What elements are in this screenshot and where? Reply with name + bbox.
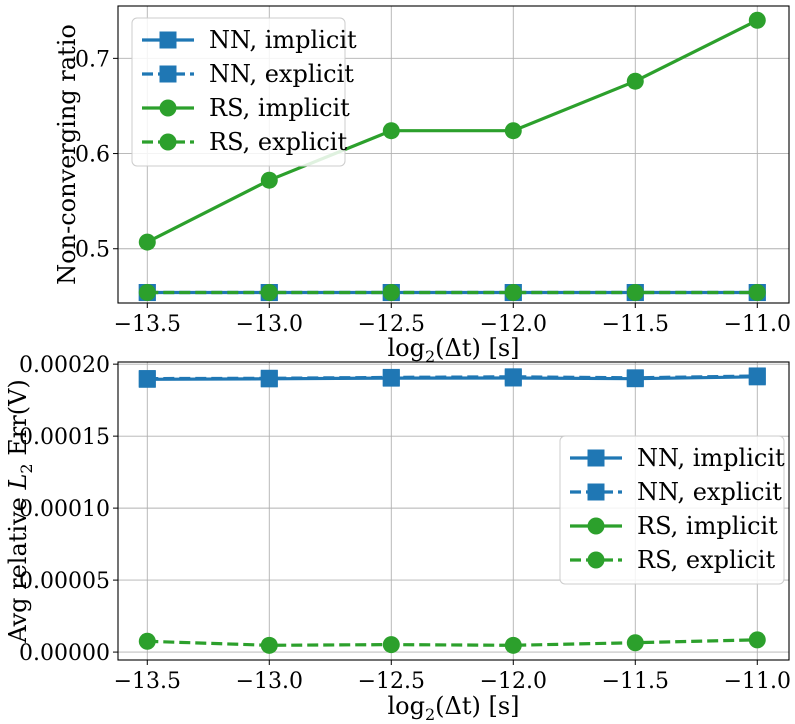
x-tick-label: −11.0 — [724, 669, 791, 694]
legend-entry: NN, explicit — [570, 478, 782, 506]
data-point — [748, 631, 766, 649]
legend-label: NN, explicit — [637, 478, 782, 506]
legend-marker — [587, 483, 605, 501]
y-axis-label: Avg relative L2 Err(V) — [4, 379, 36, 644]
series-nn-explicit — [138, 367, 766, 388]
y-tick-label: 0.00015 — [19, 425, 110, 450]
legend: NN, implicit NN, explicit RS, implicit RS, … — [559, 435, 785, 585]
x-axis-label: log2(Δt) [s] — [387, 692, 519, 724]
data-point — [382, 368, 400, 386]
legend-entry: NN, explicit — [142, 60, 354, 88]
legend-marker — [159, 31, 177, 49]
x-axis-label: log2(Δt) [s] — [387, 334, 519, 366]
data-point — [626, 369, 644, 387]
chart-panel-2: −13.5 −13.0 −12.5 −12.0 −11.5 −11.0 0.00000 0.0… — [4, 353, 791, 724]
legend-label: NN, implicit — [637, 444, 785, 472]
x-tick-label: −13.5 — [114, 312, 181, 337]
y-tick-label: 0.5 — [75, 238, 110, 263]
data-point — [260, 636, 278, 654]
y-tick-label: 0.00000 — [19, 641, 110, 666]
legend-entry: RS, implicit — [570, 512, 778, 540]
legend-marker — [587, 517, 605, 535]
x-tick-label: −11.5 — [602, 669, 669, 694]
y-tick-label: 0.7 — [75, 47, 110, 72]
data-point — [504, 368, 522, 386]
x-tick-label: −12.0 — [480, 669, 547, 694]
y-tick-label: 0.00005 — [19, 569, 110, 594]
axes-frame — [117, 5, 790, 304]
x-tick-label: −13.0 — [236, 669, 303, 694]
data-point — [260, 369, 278, 387]
data-point — [748, 367, 766, 385]
series-rs-implicit — [138, 11, 766, 251]
x-tick-label: −11.5 — [602, 312, 669, 337]
legend-marker — [587, 449, 605, 467]
data-point — [748, 284, 766, 302]
legend-entry: NN, implicit — [570, 444, 785, 472]
legend-label: NN, explicit — [209, 60, 354, 88]
legend: NN, implicit NN, explicit RS, implicit RS, … — [131, 17, 357, 167]
legend-box — [131, 17, 346, 167]
x-tick-label: −11.0 — [724, 312, 791, 337]
legend-entry: RS, explicit — [142, 128, 347, 156]
data-point — [138, 233, 156, 251]
data-point — [626, 634, 644, 652]
series-line — [147, 374, 758, 381]
x-tick-label: −12.5 — [358, 669, 425, 694]
legend-label: RS, explicit — [209, 128, 347, 156]
legend-label: RS, explicit — [637, 546, 775, 574]
legend-label: RS, implicit — [637, 512, 778, 540]
legend-entry: RS, explicit — [570, 546, 775, 574]
series-rs-explicit — [138, 284, 766, 302]
x-tick-label: −12.5 — [358, 312, 425, 337]
x-tick-label: −13.5 — [114, 669, 181, 694]
series-rs-explicit — [138, 631, 766, 654]
data-point — [748, 11, 766, 29]
x-tick-label: −13.0 — [236, 312, 303, 337]
y-tick-label: 0.00010 — [19, 497, 110, 522]
axes-frame — [117, 361, 790, 661]
y-tick-label: 0.6 — [75, 143, 110, 168]
y-axis-label: Non-converging ratio — [53, 24, 81, 285]
data-point — [382, 284, 400, 302]
data-point — [504, 284, 522, 302]
series-line — [146, 18, 759, 244]
data-point — [138, 370, 156, 388]
legend-label: RS, implicit — [209, 94, 350, 122]
legend-box — [559, 435, 785, 585]
x-tick-label: −12.0 — [480, 312, 547, 337]
data-point — [504, 122, 522, 140]
legend-entry: NN, implicit — [142, 26, 357, 54]
series-line — [147, 638, 758, 647]
chart-panel-1: −13.5 −13.0 −12.5 −12.0 −11.5 −11.0 0.5 0.6 0.7 l… — [53, 5, 791, 366]
data-point — [626, 284, 644, 302]
data-point — [260, 171, 278, 189]
data-point — [138, 284, 156, 302]
legend-marker — [587, 551, 605, 569]
data-point — [260, 284, 278, 302]
data-point — [382, 636, 400, 654]
legend-entry: RS, implicit — [142, 94, 350, 122]
data-point — [626, 72, 644, 90]
y-tick-label: 0.00020 — [19, 353, 110, 378]
legend-marker — [159, 99, 177, 117]
legend-marker — [159, 133, 177, 151]
data-point — [382, 122, 400, 140]
legend-marker — [159, 65, 177, 83]
data-point — [138, 632, 156, 650]
data-point — [504, 636, 522, 654]
legend-label: NN, implicit — [209, 26, 357, 54]
